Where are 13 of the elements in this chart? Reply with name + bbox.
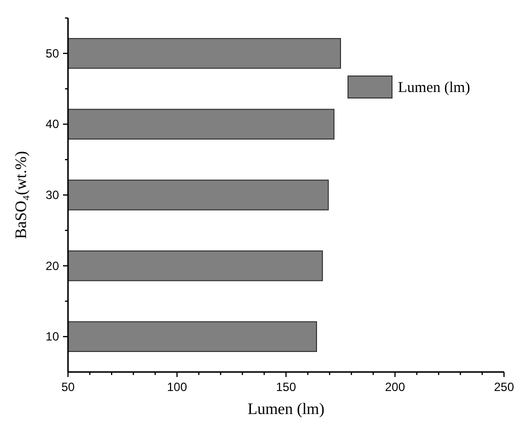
y-tick-label: 40 [46, 117, 60, 132]
x-tick-label: 100 [166, 380, 188, 394]
x-tick-label: 50 [61, 380, 75, 394]
x-tick-label: 200 [384, 380, 406, 394]
x-axis-title: Lumen (lm) [248, 401, 324, 418]
y-tick-label: 30 [46, 188, 60, 202]
x-tick-label: 250 [494, 380, 514, 394]
legend-label: Lumen (lm) [398, 80, 470, 96]
y-tick-label: 10 [46, 330, 60, 344]
x-tick-label: 150 [276, 380, 296, 394]
y-tick-label: 50 [46, 46, 60, 60]
y-tick-label: 20 [46, 258, 60, 273]
y-axis-title: BaSO₄(wt.%) [13, 151, 30, 239]
